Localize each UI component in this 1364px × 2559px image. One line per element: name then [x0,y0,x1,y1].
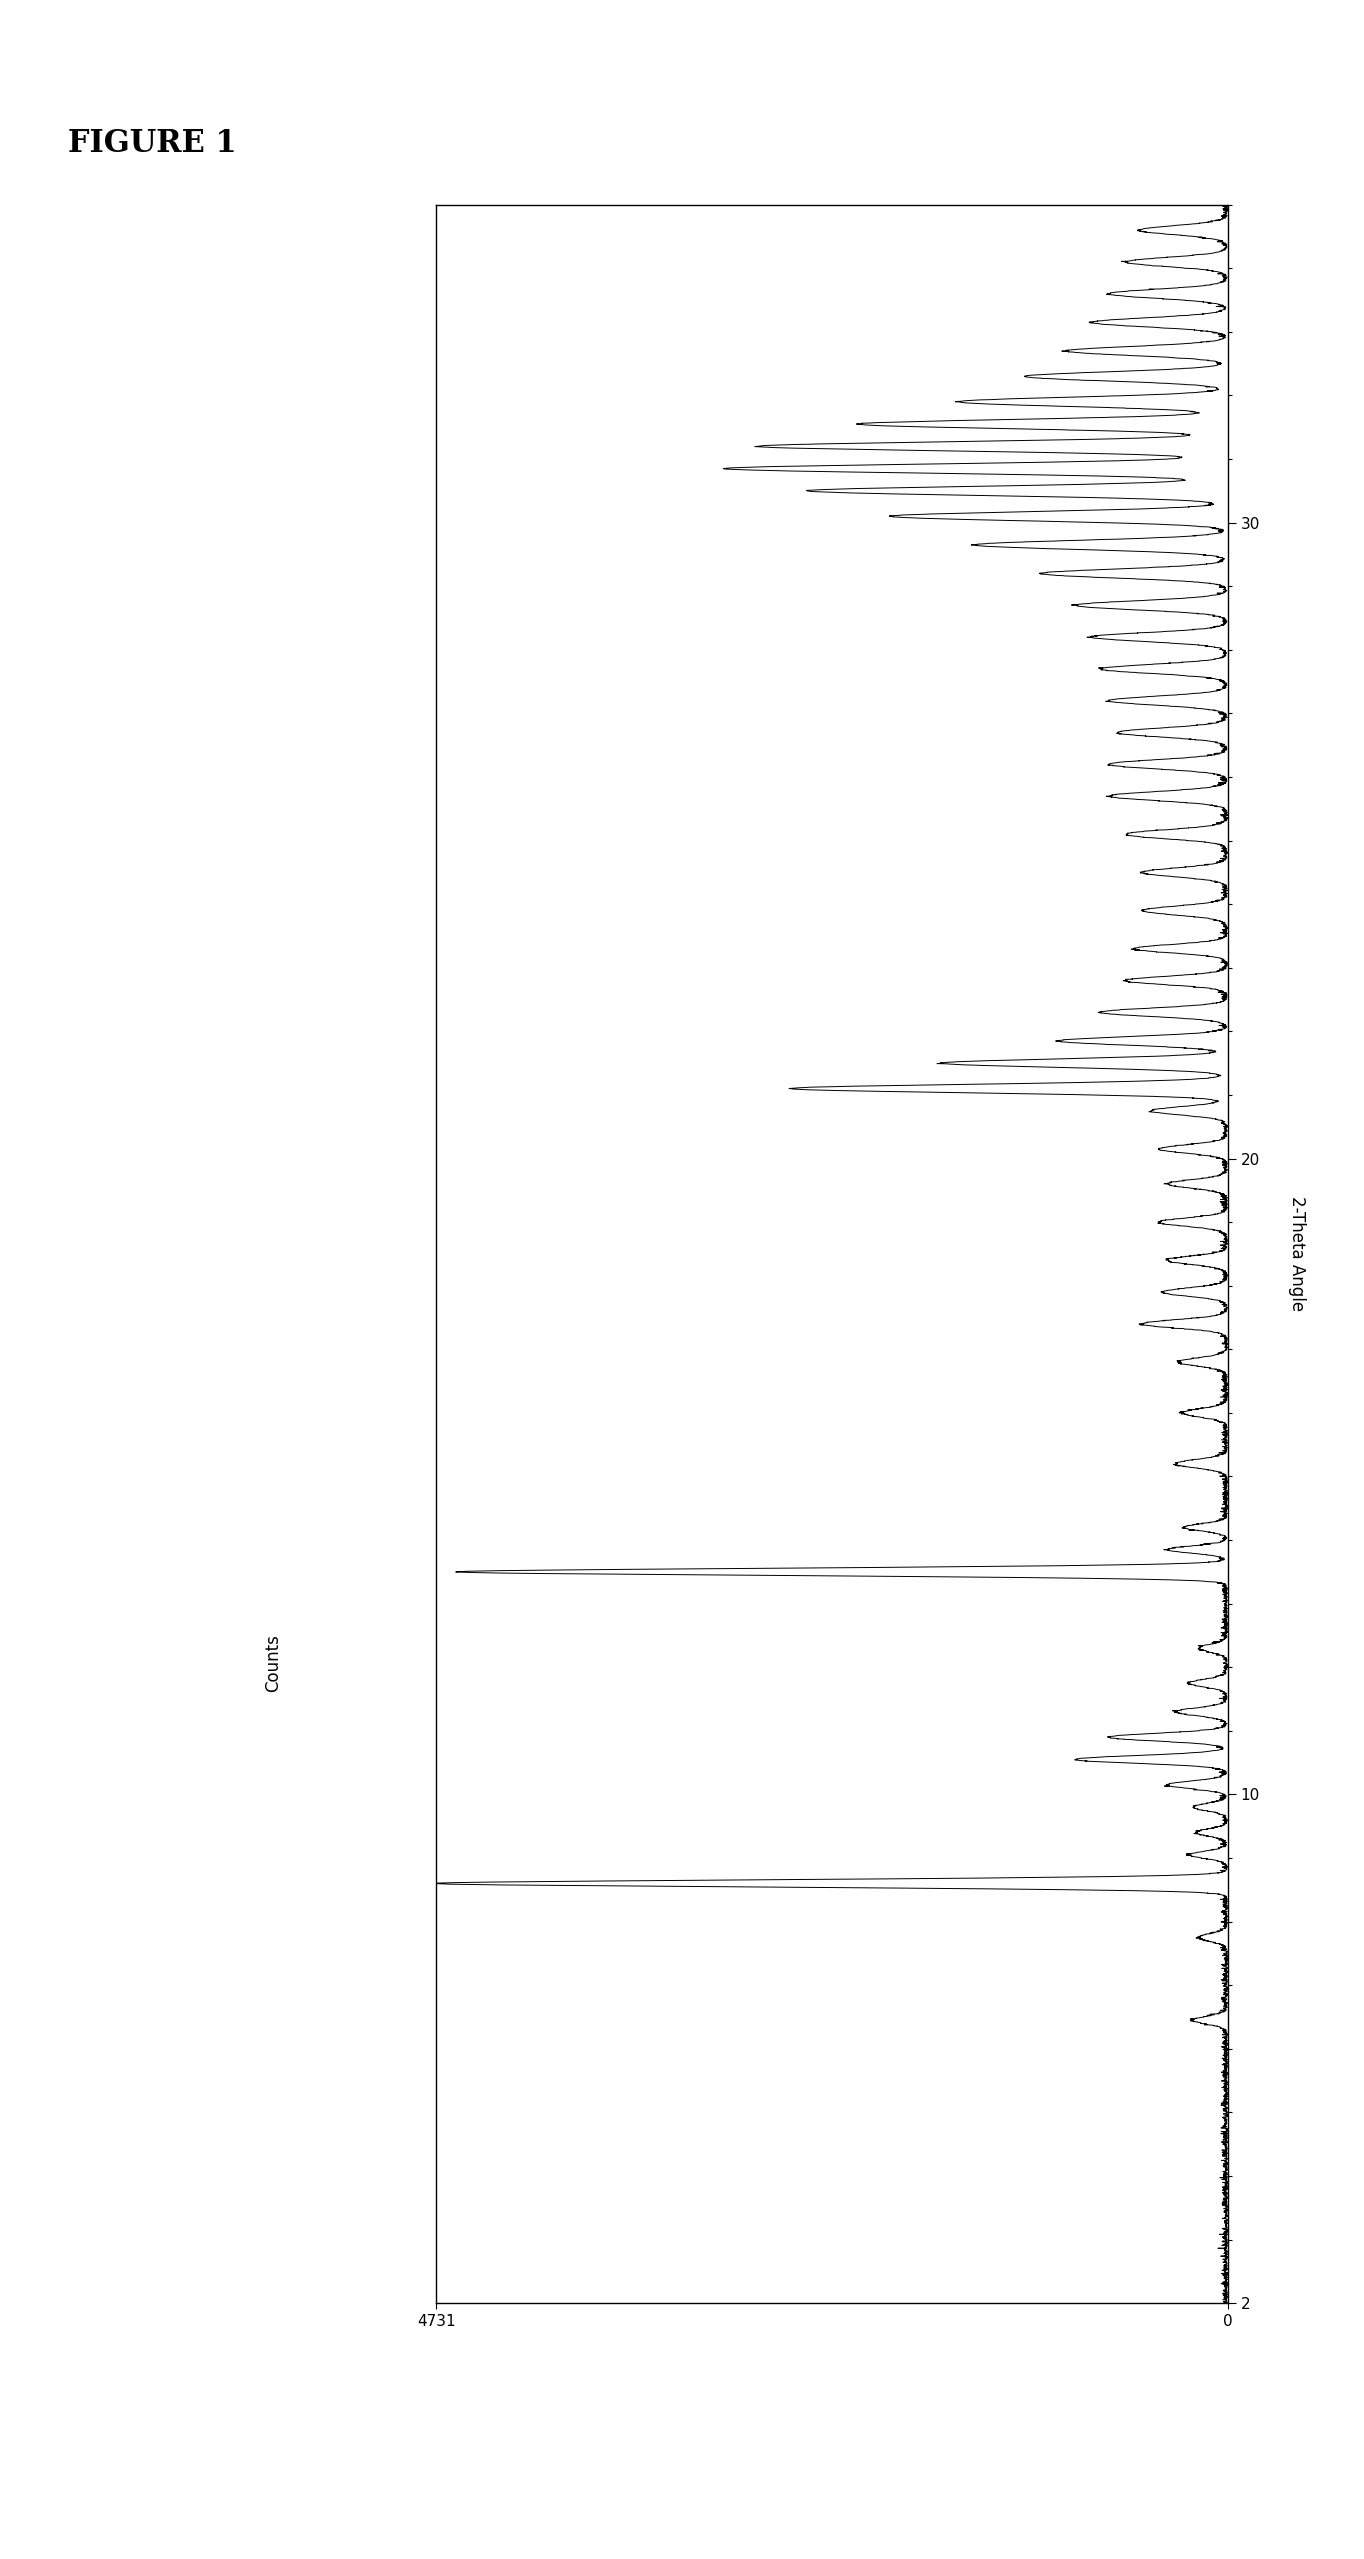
Text: FIGURE 1: FIGURE 1 [68,128,237,159]
Y-axis label: 2-Theta Angle: 2-Theta Angle [1288,1198,1305,1310]
Text: Counts: Counts [263,1635,282,1691]
